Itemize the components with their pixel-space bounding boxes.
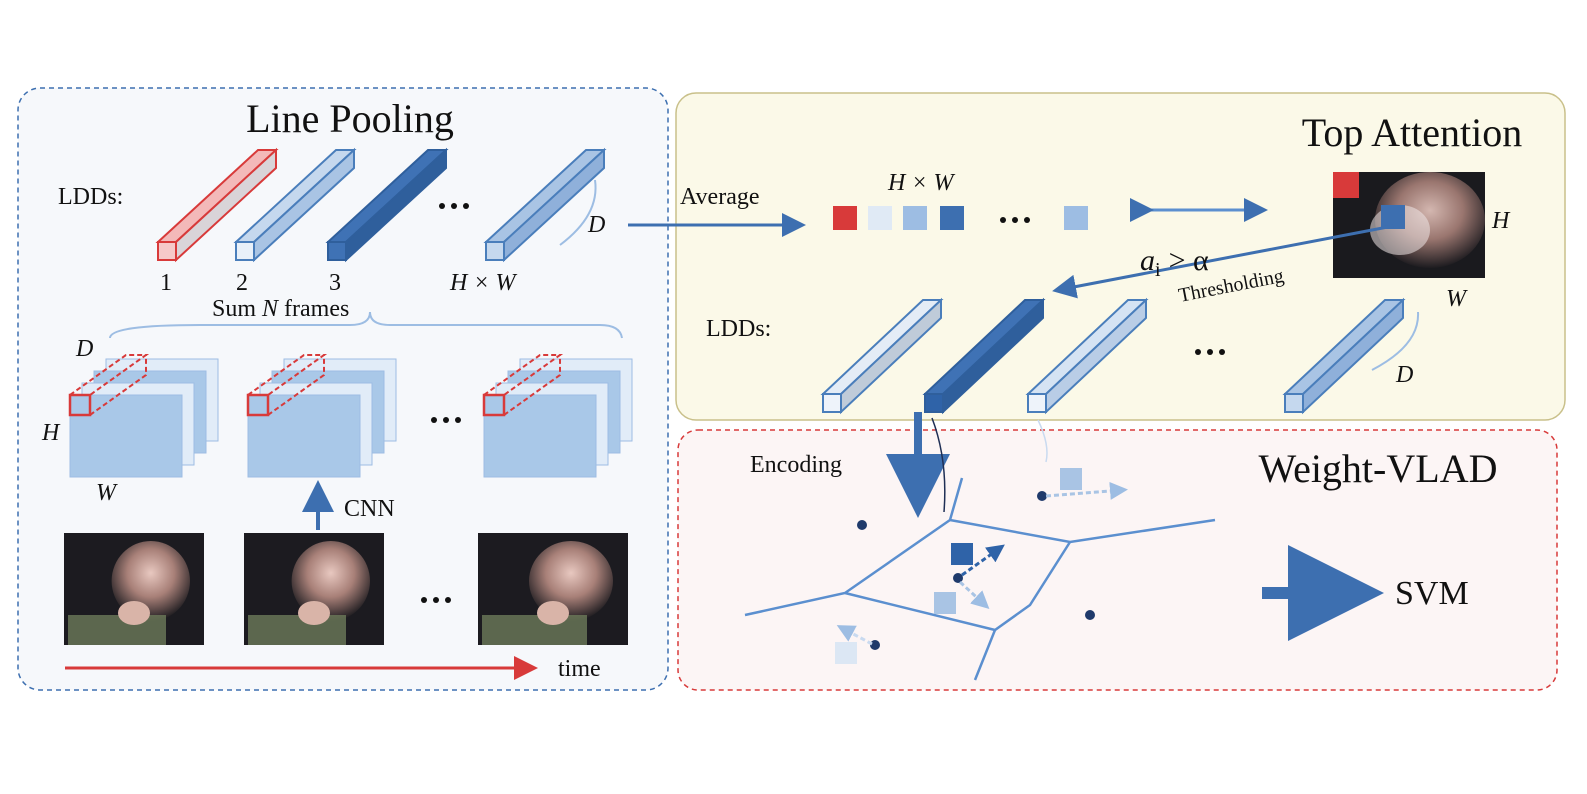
- ellipsis: [439, 203, 469, 209]
- ldds-label: LDDs:: [706, 316, 771, 342]
- video-frame: [64, 533, 204, 645]
- time-label: time: [558, 656, 601, 682]
- cluster-centers: [857, 491, 1095, 650]
- ellipsis: [421, 597, 451, 603]
- formula-base: a: [1140, 244, 1155, 277]
- ldd-bar: [483, 147, 607, 263]
- panel-title: Weight-VLAD: [1259, 446, 1498, 491]
- panel-title: Line Pooling: [246, 96, 454, 141]
- feature-map: [483, 394, 597, 478]
- depth-label: D: [1395, 362, 1413, 388]
- image-height-label: H: [1491, 208, 1511, 234]
- map-height-label: H: [41, 420, 61, 446]
- pooled-cell: [246, 393, 270, 417]
- ellipsis: [431, 417, 461, 423]
- video-frame: [244, 533, 384, 645]
- ldds-label: LDDs:: [58, 184, 123, 210]
- pooled-cell: [68, 393, 92, 417]
- bar-front: [1027, 393, 1047, 413]
- depth-label: D: [587, 212, 605, 238]
- sum-variable: N: [261, 296, 280, 322]
- bar-front: [1284, 393, 1304, 413]
- feature-stack: [246, 354, 397, 478]
- formula-relation: > α: [1169, 244, 1209, 277]
- ldd-bar: [1025, 297, 1149, 415]
- pooled-line: [69, 354, 150, 416]
- map-width-label: W: [96, 480, 118, 506]
- image-width-label: W: [1446, 286, 1468, 312]
- grid-label: H × W: [887, 170, 956, 196]
- bar-front: [235, 241, 255, 261]
- threshold-formula: ai > α: [1140, 244, 1209, 281]
- bar-label: 3: [329, 270, 341, 296]
- pooled-line: [483, 354, 564, 416]
- bar-front: [822, 393, 842, 413]
- descriptors: [835, 468, 1128, 664]
- feature-stack: [482, 354, 633, 478]
- average-label: Average: [680, 184, 760, 210]
- feature-stack: [68, 354, 219, 478]
- feature-map: [69, 394, 183, 478]
- threshold-arrow: [1052, 224, 1394, 299]
- bar-front: [157, 241, 177, 261]
- cnn-label: CNN: [344, 496, 395, 522]
- connector: [931, 417, 946, 513]
- ellipsis: [1000, 217, 1030, 223]
- sum-word: Sum: [212, 296, 256, 322]
- pooled-cell: [482, 393, 506, 417]
- bar-front: [485, 241, 505, 261]
- attention-image: [1333, 172, 1485, 278]
- ldd-bar: [325, 147, 449, 263]
- bar-front: [924, 393, 944, 413]
- bar-label: H × W: [449, 270, 518, 296]
- video-frame: [478, 533, 628, 645]
- ldd-bar: [922, 297, 1046, 415]
- panel-title: Top Attention: [1302, 110, 1523, 155]
- feature-map: [247, 394, 361, 478]
- ellipsis: [1195, 349, 1225, 355]
- sum-word: frames: [284, 296, 349, 322]
- map-depth-label: D: [75, 336, 93, 362]
- ldd-bar: [1282, 297, 1406, 415]
- ldd-bar: [233, 147, 357, 263]
- bar-label: 1: [160, 270, 172, 296]
- pooled-line: [247, 354, 328, 416]
- attention-cells: [833, 206, 1088, 230]
- ldd-bar: [820, 297, 944, 415]
- formula-subscript: i: [1155, 259, 1161, 281]
- brace: [559, 179, 597, 246]
- connector: [1037, 419, 1048, 463]
- encoding-label: Encoding: [750, 452, 842, 478]
- brace: [1371, 311, 1420, 371]
- ldd-bar: [155, 147, 279, 263]
- bar-front: [327, 241, 347, 261]
- bar-label: 2: [236, 270, 248, 296]
- voronoi-edges: [744, 477, 1216, 681]
- output-label: SVM: [1395, 575, 1469, 612]
- sum-label: Sum N frames: [212, 296, 349, 322]
- brace: [109, 311, 623, 339]
